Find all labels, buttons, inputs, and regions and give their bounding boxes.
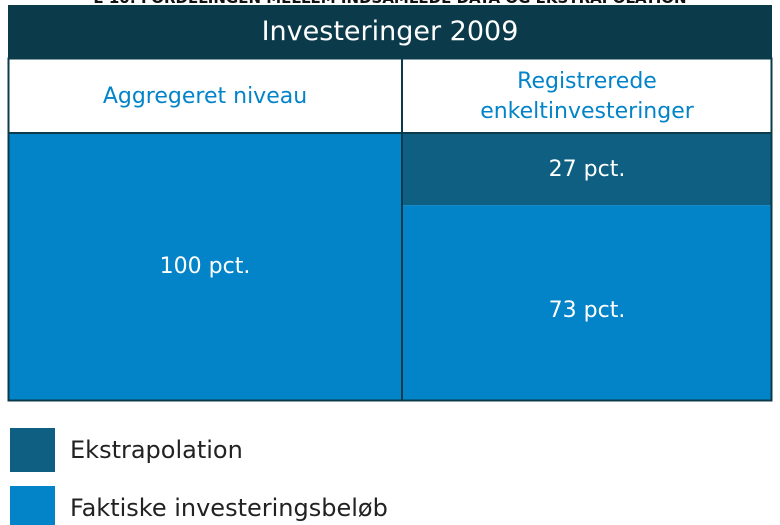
category-label: Registrerede enkeltinvesteringer: [480, 68, 694, 124]
value-label: 73 pct.: [548, 298, 626, 324]
legend-label: Faktiske investeringsbeløb: [70, 494, 388, 522]
bar-segment: [402, 133, 772, 206]
bar-segment: [402, 205, 772, 400]
legend-swatch: [10, 486, 55, 525]
bar-segment: [8, 133, 402, 400]
category-label: Aggregeret niveau: [102, 83, 308, 109]
legend-label: Ekstrapolation: [70, 436, 243, 464]
caption: E 10: FORDELINGEN MELLEM INDSAMLEDE DATA…: [0, 0, 780, 8]
value-label: 27 pct.: [548, 156, 626, 182]
legend-swatch: [10, 428, 55, 472]
value-label: 100 pct.: [159, 254, 251, 279]
chart-title: Investeringer 2009: [261, 16, 519, 47]
header-band: [8, 5, 772, 58]
frame: [7, 57, 773, 402]
